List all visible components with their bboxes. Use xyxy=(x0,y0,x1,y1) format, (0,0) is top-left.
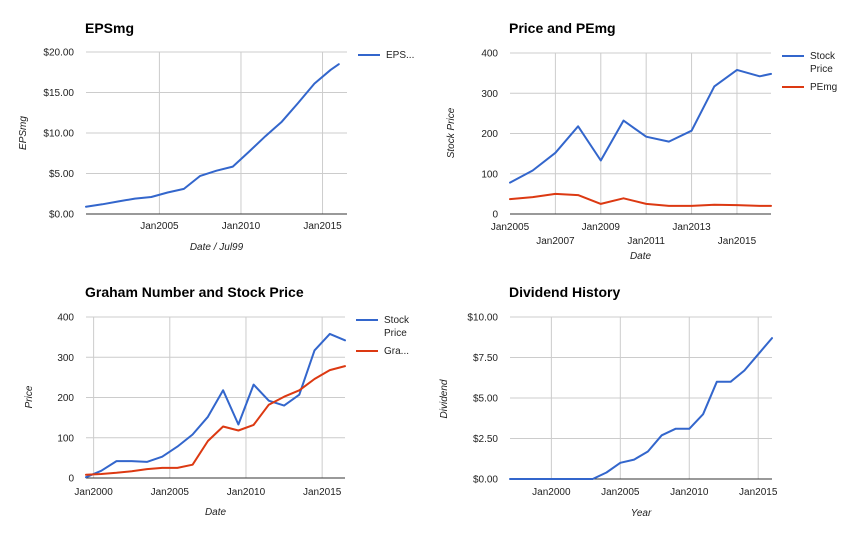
x-tick-label: Jan2005 xyxy=(601,487,640,498)
y-tick-label: $0.00 xyxy=(473,475,498,486)
legend-label: Stock Price xyxy=(384,315,410,339)
y-tick-label: $7.50 xyxy=(473,353,498,364)
x-axis-title: Year xyxy=(631,508,652,519)
series-line xyxy=(85,63,340,208)
chart-title: EPSmg xyxy=(85,20,134,36)
eps-chart: EPSmg $0.00 $5.00 $10.00 $15.00 $20.00 Jan2005… xyxy=(18,20,414,253)
y-tick-label: $10.00 xyxy=(43,129,74,140)
series-line xyxy=(509,68,772,184)
x-tick-label: Jan2010 xyxy=(670,487,709,498)
x-tick-label: Jan2000 xyxy=(532,487,571,498)
legend-label: Stock Price xyxy=(810,51,836,75)
y-axis-title: EPSmg xyxy=(18,116,29,150)
chart-panel-dividend: Dividend History $0.00 $2.50 $5.00 $7.50 $10.… xyxy=(427,266,857,534)
y-tick-label: 0 xyxy=(68,474,74,485)
x-tick-label: Jan2010 xyxy=(222,221,261,232)
chart-title: Price and PEmg xyxy=(509,20,616,36)
price-pe-chart: Price and PEmg 0 100 200 300 400 Jan2005 Jan200… xyxy=(446,20,837,262)
y-tick-label: 200 xyxy=(481,129,498,140)
x-tick-label: Jan2005 xyxy=(151,487,190,498)
y-tick-label: 400 xyxy=(481,49,498,60)
x-axis-title: Date xyxy=(205,507,227,518)
x-tick-label: Jan2005 xyxy=(140,221,179,232)
y-tick-label: 200 xyxy=(57,393,74,404)
y-tick-label: 300 xyxy=(57,353,74,364)
x-tick-label: Jan2015 xyxy=(718,236,757,247)
dividend-chart: Dividend History $0.00 $2.50 $5.00 $7.50 $10.… xyxy=(439,284,778,519)
x-tick-label: Jan2009 xyxy=(582,222,621,233)
y-tick-label: $15.00 xyxy=(43,88,74,99)
legend-label: EPS... xyxy=(386,50,414,61)
y-tick-label: 100 xyxy=(57,433,74,444)
legend-label: Gra... xyxy=(384,346,409,357)
y-tick-label: $0.00 xyxy=(49,210,74,221)
chart-title: Graham Number and Stock Price xyxy=(85,284,304,300)
series-line xyxy=(85,365,346,476)
y-tick-label: $10.00 xyxy=(467,313,498,324)
x-tick-label: Jan2015 xyxy=(303,221,342,232)
series-line xyxy=(509,192,772,207)
y-tick-label: $20.00 xyxy=(43,48,74,59)
x-tick-label: Jan2005 xyxy=(491,222,530,233)
y-tick-label: 300 xyxy=(481,89,498,100)
x-tick-label: Jan2013 xyxy=(672,222,711,233)
chart-panel-price-pe: Price and PEmg 0 100 200 300 400 Jan2005 Jan200… xyxy=(427,0,857,264)
y-tick-label: 400 xyxy=(57,313,74,324)
y-tick-label: $5.00 xyxy=(49,169,74,180)
y-axis-title: Dividend xyxy=(439,379,450,418)
chart-title: Dividend History xyxy=(509,284,620,300)
series-line xyxy=(509,337,773,480)
y-axis-title: Stock Price xyxy=(446,107,457,158)
chart-panel-graham: Graham Number and Stock Price 0 100 200 300 4… xyxy=(0,266,425,534)
y-tick-label: $5.00 xyxy=(473,394,498,405)
x-axis-title: Date / Jul99 xyxy=(190,242,244,253)
x-axis-title: Date xyxy=(630,251,652,262)
x-tick-label: Jan2015 xyxy=(739,487,778,498)
y-axis-title: Price xyxy=(24,385,35,408)
x-tick-label: Jan2010 xyxy=(227,487,266,498)
chart-panel-eps: EPSmg $0.00 $5.00 $10.00 $15.00 $20.00 Jan2005… xyxy=(0,0,425,264)
x-tick-label: Jan2007 xyxy=(536,236,575,247)
x-tick-label: Jan2000 xyxy=(74,487,113,498)
legend-label: PEmg xyxy=(810,82,837,93)
graham-chart: Graham Number and Stock Price 0 100 200 300 4… xyxy=(24,284,410,518)
y-tick-label: 0 xyxy=(492,210,498,221)
y-tick-label: 100 xyxy=(481,169,498,180)
series-line xyxy=(85,332,346,479)
x-tick-label: Jan2015 xyxy=(303,487,342,498)
y-tick-label: $2.50 xyxy=(473,434,498,445)
x-tick-label: Jan2011 xyxy=(627,236,665,247)
